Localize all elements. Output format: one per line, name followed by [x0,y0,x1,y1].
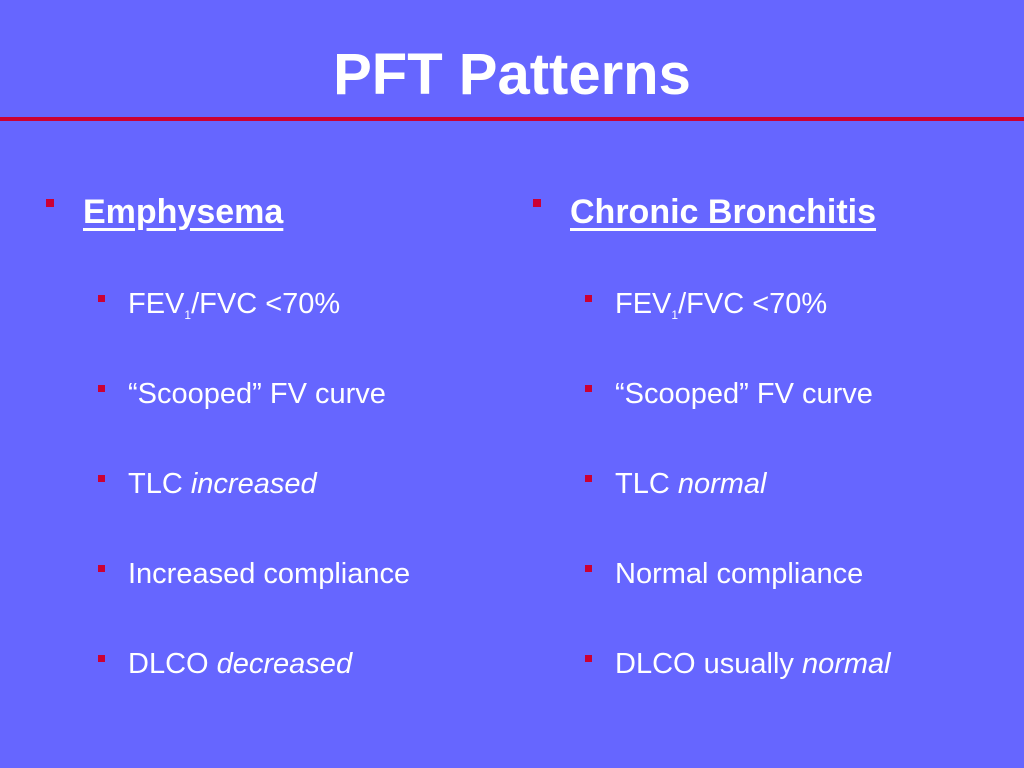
heading-emphysema: Emphysema [83,193,284,231]
square-bullet-icon [98,565,105,572]
item-emphasis: increased [190,468,317,500]
item-text: “Scooped” FV curve [128,378,386,410]
square-bullet-icon [585,565,592,572]
square-bullet-icon [585,475,592,482]
square-bullet-icon [98,295,105,302]
item-text: “Scooped” FV curve [615,378,873,410]
subscript: 1 [184,308,192,322]
item-text: /FVC <70% [191,288,341,320]
item-text: Normal compliance [615,558,864,590]
item-emphasis: normal [677,468,767,500]
item-text: /FVC <70% [678,288,828,320]
square-bullet-icon [585,295,592,302]
title-divider [0,117,1024,121]
square-bullet-icon [98,385,105,392]
heading-chronic-bronchitis: Chronic Bronchitis [570,193,877,231]
square-bullet-icon [585,385,592,392]
subscript: 1 [671,308,679,322]
item-text: DLCO [128,648,217,680]
square-bullet-icon [46,199,54,207]
item-text: TLC [128,468,191,500]
slide-title: PFT Patterns [333,42,691,107]
item-text: DLCO usually [615,648,802,680]
item-text: FEV [128,288,185,320]
item-text: TLC [615,468,678,500]
square-bullet-icon [533,199,541,207]
item-text: FEV [615,288,672,320]
square-bullet-icon [98,655,105,662]
item-emphasis: decreased [216,648,353,680]
square-bullet-icon [98,475,105,482]
item-text: Increased compliance [128,558,411,590]
square-bullet-icon [585,655,592,662]
item-emphasis: normal [801,648,891,680]
